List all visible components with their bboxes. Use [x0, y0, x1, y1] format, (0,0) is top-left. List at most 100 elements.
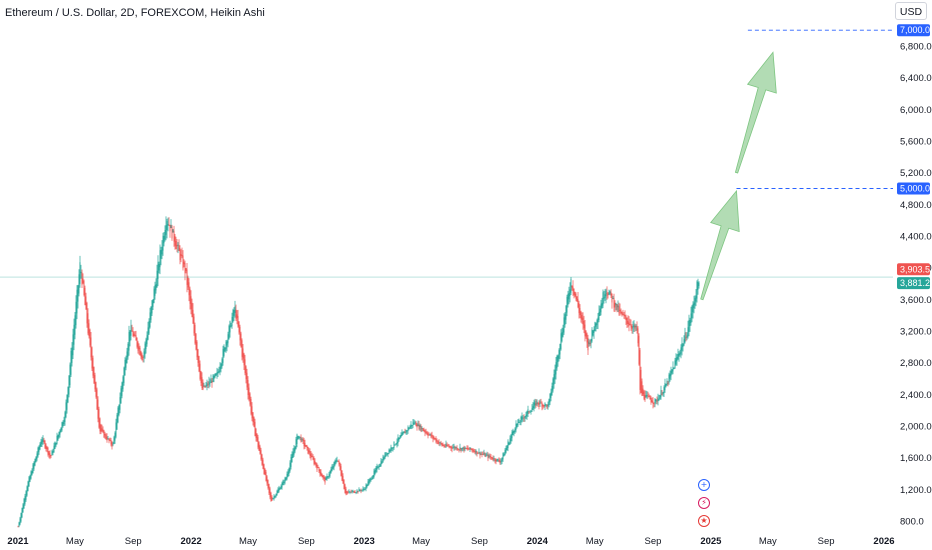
- candle-body: [547, 404, 549, 407]
- candle-body: [360, 490, 362, 491]
- candle-body: [124, 360, 126, 376]
- candle-body: [309, 451, 311, 456]
- candle-body: [658, 399, 660, 401]
- candle-body: [542, 405, 544, 406]
- candle-body: [148, 321, 150, 334]
- forecast-arrow-2[interactable]: [734, 51, 777, 174]
- candle-body: [236, 314, 238, 318]
- candle-body: [263, 464, 265, 474]
- candle-body: [255, 429, 257, 438]
- candle-body: [325, 477, 327, 481]
- candle-body: [591, 329, 593, 342]
- candle-body: [240, 333, 242, 347]
- candle-body: [478, 451, 480, 454]
- candle-body: [529, 411, 531, 413]
- candle-body: [174, 236, 176, 246]
- candle-body: [636, 326, 638, 331]
- candle-body: [146, 335, 148, 345]
- candle-body: [508, 443, 510, 445]
- candle-body: [153, 288, 155, 304]
- candle-body: [206, 383, 208, 386]
- candle-body: [296, 434, 298, 444]
- candle-body: [303, 440, 305, 446]
- candle-body: [551, 386, 553, 396]
- candle-body: [217, 371, 219, 374]
- candle-body: [586, 333, 588, 343]
- candle-body: [149, 312, 151, 328]
- candle-body: [326, 475, 328, 479]
- candle-body: [180, 254, 182, 256]
- candle-body: [122, 376, 124, 390]
- candle-body: [332, 466, 334, 469]
- candle-body: [172, 229, 174, 233]
- earnings-event-icon[interactable]: ⚡: [698, 497, 710, 509]
- plot-area[interactable]: [0, 0, 893, 530]
- candle-body: [671, 369, 673, 374]
- price-tick-label: 5,600.0: [900, 137, 932, 148]
- candle-body: [652, 401, 654, 404]
- candle-body: [611, 293, 613, 303]
- candle-body: [381, 461, 383, 464]
- price-tick-label: 3,200.0: [900, 327, 932, 338]
- candle-body: [506, 445, 508, 451]
- candle-body: [175, 241, 177, 249]
- candle-body: [262, 459, 264, 469]
- candle-body: [184, 263, 186, 274]
- candle-body: [666, 380, 668, 386]
- dividend-event-icon[interactable]: +: [698, 479, 710, 491]
- time-tick-label: 2024: [527, 536, 549, 547]
- candle-body: [362, 488, 364, 491]
- candle-body: [555, 362, 557, 375]
- forecast-arrow-1[interactable]: [700, 189, 740, 301]
- time-tick-label: May: [412, 536, 430, 547]
- candle-body: [77, 285, 79, 302]
- candle-body: [613, 298, 615, 308]
- candle-body: [158, 264, 160, 271]
- candle-body: [382, 456, 384, 463]
- candle-body: [610, 292, 612, 296]
- candle-body: [280, 486, 282, 489]
- price-tick-label: 4,400.0: [900, 232, 932, 243]
- candle-body: [330, 468, 332, 474]
- us-flag-event-icon[interactable]: ★: [698, 515, 710, 527]
- candle-body: [27, 481, 29, 492]
- price-axis[interactable]: 800.0 1,200.0 1,600.0 2,000.0 2,400.0 2,800.0…: [900, 42, 932, 528]
- candle-body: [431, 435, 433, 437]
- candle-body: [647, 395, 649, 397]
- candle-body: [661, 393, 663, 395]
- candle-body: [71, 347, 73, 363]
- candle-body: [590, 338, 592, 344]
- candle-body: [160, 249, 162, 259]
- candle-body: [530, 411, 532, 413]
- candle-body: [269, 488, 271, 498]
- candle-body: [678, 353, 680, 357]
- candle-body: [129, 330, 131, 342]
- candle-body: [197, 349, 199, 363]
- candle-body: [322, 475, 324, 478]
- candle-body: [694, 297, 696, 306]
- candle-body: [282, 480, 284, 486]
- candle-body: [489, 455, 491, 458]
- candle-body: [253, 417, 255, 427]
- candle-body: [22, 504, 24, 513]
- currency-button[interactable]: USD: [895, 2, 927, 20]
- candle-body: [649, 396, 651, 400]
- candle-body: [572, 286, 574, 291]
- candle-body: [41, 439, 43, 444]
- candle-body: [265, 471, 267, 481]
- time-axis[interactable]: 2021 May Sep 2022 May Sep 2023 May Sep 2024 May Sep…: [7, 536, 894, 547]
- candle-body: [161, 246, 163, 255]
- candle-body: [482, 454, 484, 455]
- candle-body: [557, 355, 559, 363]
- candle-body: [356, 490, 358, 493]
- candle-body: [19, 518, 21, 525]
- candle-body: [655, 399, 657, 402]
- candle-body: [58, 431, 60, 438]
- candle-body: [339, 462, 341, 470]
- candle-body: [234, 306, 236, 313]
- candle-body: [423, 429, 425, 432]
- candle-body: [228, 325, 230, 339]
- candle-body: [420, 426, 422, 431]
- candle-body: [177, 244, 179, 246]
